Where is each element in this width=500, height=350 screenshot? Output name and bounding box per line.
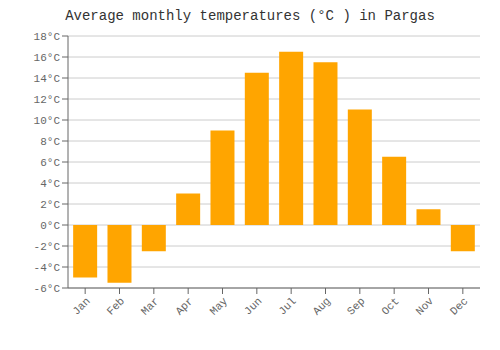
svg-text:10°C: 10°C	[34, 115, 61, 127]
svg-text:14°C: 14°C	[34, 73, 61, 85]
svg-text:Jun: Jun	[242, 295, 264, 317]
svg-text:4°C: 4°C	[40, 178, 60, 190]
svg-text:Apr: Apr	[173, 295, 195, 317]
svg-text:2°C: 2°C	[40, 199, 60, 211]
svg-text:-4°C: -4°C	[34, 262, 61, 274]
svg-text:Aug: Aug	[311, 295, 333, 317]
svg-text:Feb: Feb	[105, 295, 127, 317]
svg-text:Nov: Nov	[414, 295, 437, 318]
svg-text:May: May	[208, 295, 231, 318]
svg-text:Sep: Sep	[345, 295, 367, 317]
svg-text:Jul: Jul	[276, 295, 298, 317]
svg-text:-2°C: -2°C	[34, 241, 61, 253]
svg-text:Oct: Oct	[379, 295, 401, 317]
svg-text:-6°C: -6°C	[34, 283, 61, 295]
html-text:Average monthly temperatures (: Average monthly temperatures (°C ) in Pa…	[65, 8, 435, 24]
svg-text:6°C: 6°C	[40, 157, 60, 169]
svg-text:Dec: Dec	[448, 295, 470, 317]
svg-text:16°C: 16°C	[34, 52, 61, 64]
svg-text:8°C: 8°C	[40, 136, 60, 148]
svg-text:Mar: Mar	[139, 295, 161, 317]
svg-text:12°C: 12°C	[34, 94, 61, 106]
svg-text:0°C: 0°C	[40, 220, 60, 232]
svg-text:18°C: 18°C	[34, 31, 61, 43]
svg-text:Jan: Jan	[70, 295, 92, 317]
